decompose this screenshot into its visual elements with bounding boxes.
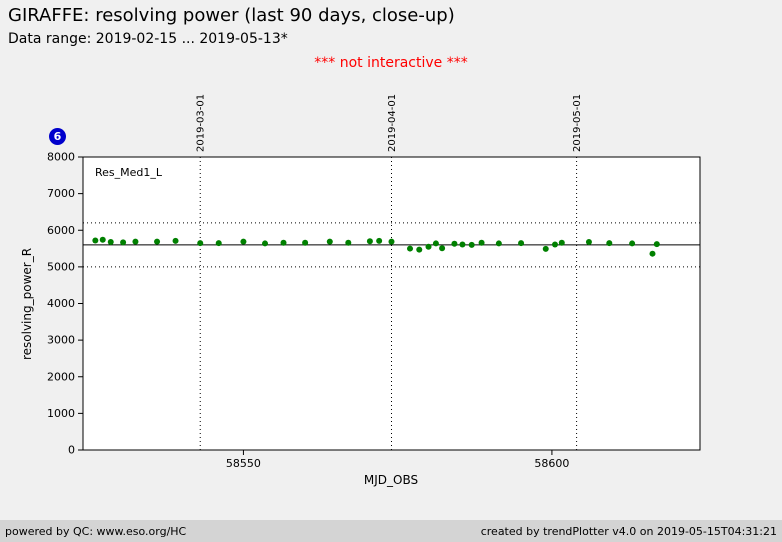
- y-tick-label: 7000: [47, 187, 75, 200]
- data-point: [495, 240, 502, 247]
- data-point: [172, 237, 179, 244]
- y-tick-label: 6000: [47, 224, 75, 237]
- x-axis-title: MJD_OBS: [364, 473, 418, 487]
- plot-badge[interactable]: 6: [49, 128, 66, 145]
- y-tick-label: 0: [68, 444, 75, 457]
- data-point: [407, 245, 414, 252]
- data-point: [606, 240, 613, 247]
- notice: *** not interactive ***: [314, 55, 468, 71]
- month-label: 2019-03-01: [196, 94, 207, 152]
- data-point: [585, 238, 592, 245]
- data-point: [388, 238, 395, 245]
- data-point: [99, 236, 106, 243]
- scatter-points: [92, 236, 660, 257]
- data-point: [416, 246, 423, 253]
- x-tick-label: 58600: [534, 457, 569, 470]
- page-title: GIRAFFE: resolving power (last 90 days, …: [8, 5, 455, 26]
- data-point: [518, 240, 525, 247]
- y-tick-label: 5000: [47, 260, 75, 273]
- data-point: [326, 238, 333, 245]
- data-point: [432, 240, 439, 247]
- month-gridlines: 2019-03-01 2019-04-01 2019-05-01: [196, 94, 583, 450]
- y-axis-title: resolving_power_R: [20, 248, 34, 360]
- y-tick-label: 3000: [47, 334, 75, 347]
- data-point: [132, 238, 139, 245]
- x-tick-label: 58550: [226, 457, 261, 470]
- data-point: [629, 240, 636, 247]
- data-point: [366, 238, 373, 245]
- axes-ticks: 58550 58600 0 1000 2000 3000 4000 5000 6000 7000 8…: [47, 151, 569, 471]
- data-point: [552, 241, 559, 248]
- plot-area: [82, 156, 701, 451]
- data-point: [558, 239, 565, 246]
- threshold-lines: [83, 222, 700, 268]
- data-point: [107, 238, 114, 245]
- data-point: [197, 240, 204, 247]
- data-point: [653, 241, 660, 248]
- data-point: [376, 237, 383, 244]
- month-label: 2019-04-01: [387, 94, 398, 152]
- data-point: [120, 239, 127, 246]
- data-point: [439, 245, 446, 252]
- y-tick-label: 1000: [47, 407, 75, 420]
- data-point: [451, 240, 458, 247]
- data-range-subtitle: Data range: 2019-02-15 ... 2019-05-13*: [8, 31, 288, 47]
- data-point: [345, 239, 352, 246]
- footer-right: created by trendPlotter v4.0 on 2019-05-…: [480, 524, 777, 538]
- trend-chart: 2019-03-01 2019-04-01 2019-05-01 58550 5860…: [20, 94, 701, 487]
- data-point: [215, 240, 222, 247]
- series-label: Res_Med1_L: [95, 166, 163, 179]
- footer-bar: powered by QC: www.eso.org/HC created by…: [0, 520, 782, 542]
- y-tick-label: 2000: [47, 370, 75, 383]
- month-label: 2019-05-01: [572, 94, 583, 152]
- data-point: [280, 239, 287, 246]
- data-point: [92, 237, 99, 244]
- data-point: [542, 245, 549, 252]
- data-point: [240, 238, 247, 245]
- data-point: [262, 240, 269, 247]
- y-tick-label: 8000: [47, 151, 75, 164]
- data-point: [459, 241, 466, 248]
- data-point: [302, 239, 309, 246]
- data-point: [649, 250, 656, 257]
- data-point: [478, 239, 485, 246]
- data-point: [425, 243, 432, 250]
- data-point: [468, 241, 475, 248]
- y-tick-label: 4000: [47, 297, 75, 310]
- footer-left: powered by QC: www.eso.org/HC: [5, 524, 187, 538]
- data-point: [154, 238, 161, 245]
